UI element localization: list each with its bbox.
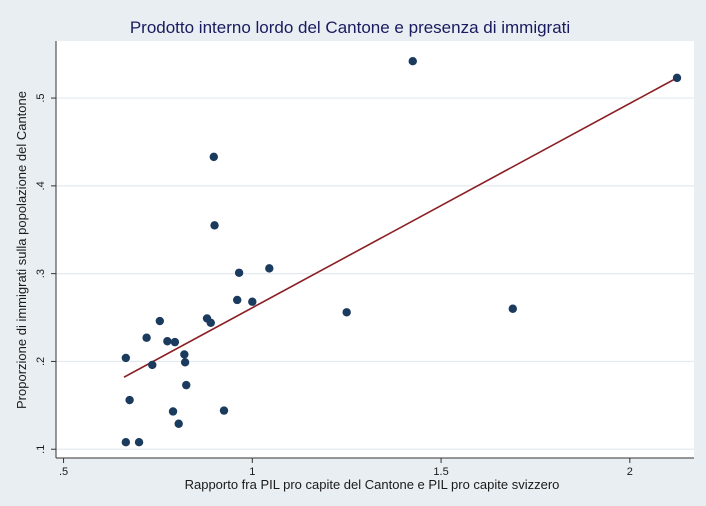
data-point — [219, 406, 229, 415]
x-tick-label: 1.5 — [433, 466, 448, 478]
y-tick-label: .1 — [35, 445, 47, 454]
data-point — [342, 308, 351, 317]
data-point — [672, 73, 682, 83]
data-point — [210, 221, 219, 230]
x-axis-label: Rapporto fra PIL pro capite del Cantone … — [185, 477, 560, 492]
chart-title: Prodotto interno lordo del Cantone e pre… — [130, 18, 570, 37]
data-point — [121, 353, 131, 363]
data-point — [168, 407, 178, 416]
y-tick-label: .3 — [35, 269, 47, 278]
data-point — [265, 264, 274, 273]
data-point — [233, 295, 242, 305]
y-tick-label: .2 — [35, 357, 47, 366]
data-point — [155, 316, 165, 326]
data-point — [125, 395, 134, 405]
axes — [55, 41, 694, 459]
data-point — [121, 437, 131, 447]
tick-marks: .1 .2 .3 .4 .5 .5 1 1.5 2 — [35, 93, 633, 478]
data-point — [142, 333, 151, 342]
data-points — [121, 56, 682, 447]
plot-area — [56, 41, 694, 458]
x-tick-label: 1 — [249, 466, 255, 478]
x-tick-label: .5 — [59, 466, 68, 478]
data-point — [209, 152, 219, 162]
x-tick-label: 2 — [627, 466, 633, 478]
data-point — [180, 350, 189, 359]
data-point — [163, 337, 172, 346]
gridlines — [56, 97, 694, 450]
fit-line — [123, 77, 678, 378]
y-tick-label: .4 — [35, 181, 47, 190]
y-tick-label: .5 — [35, 93, 47, 102]
fit-line-layer — [123, 77, 678, 378]
data-point — [234, 268, 244, 277]
data-point — [174, 419, 183, 428]
data-point — [408, 56, 417, 66]
data-point — [148, 360, 157, 370]
data-point — [508, 304, 517, 313]
data-point — [134, 437, 144, 447]
data-point — [182, 380, 191, 390]
data-point — [180, 358, 190, 367]
data-point — [170, 337, 180, 347]
data-point — [206, 318, 215, 328]
y-axis-label: Proporzione di immigrati sulla popolazio… — [14, 91, 29, 409]
data-point — [248, 297, 257, 306]
